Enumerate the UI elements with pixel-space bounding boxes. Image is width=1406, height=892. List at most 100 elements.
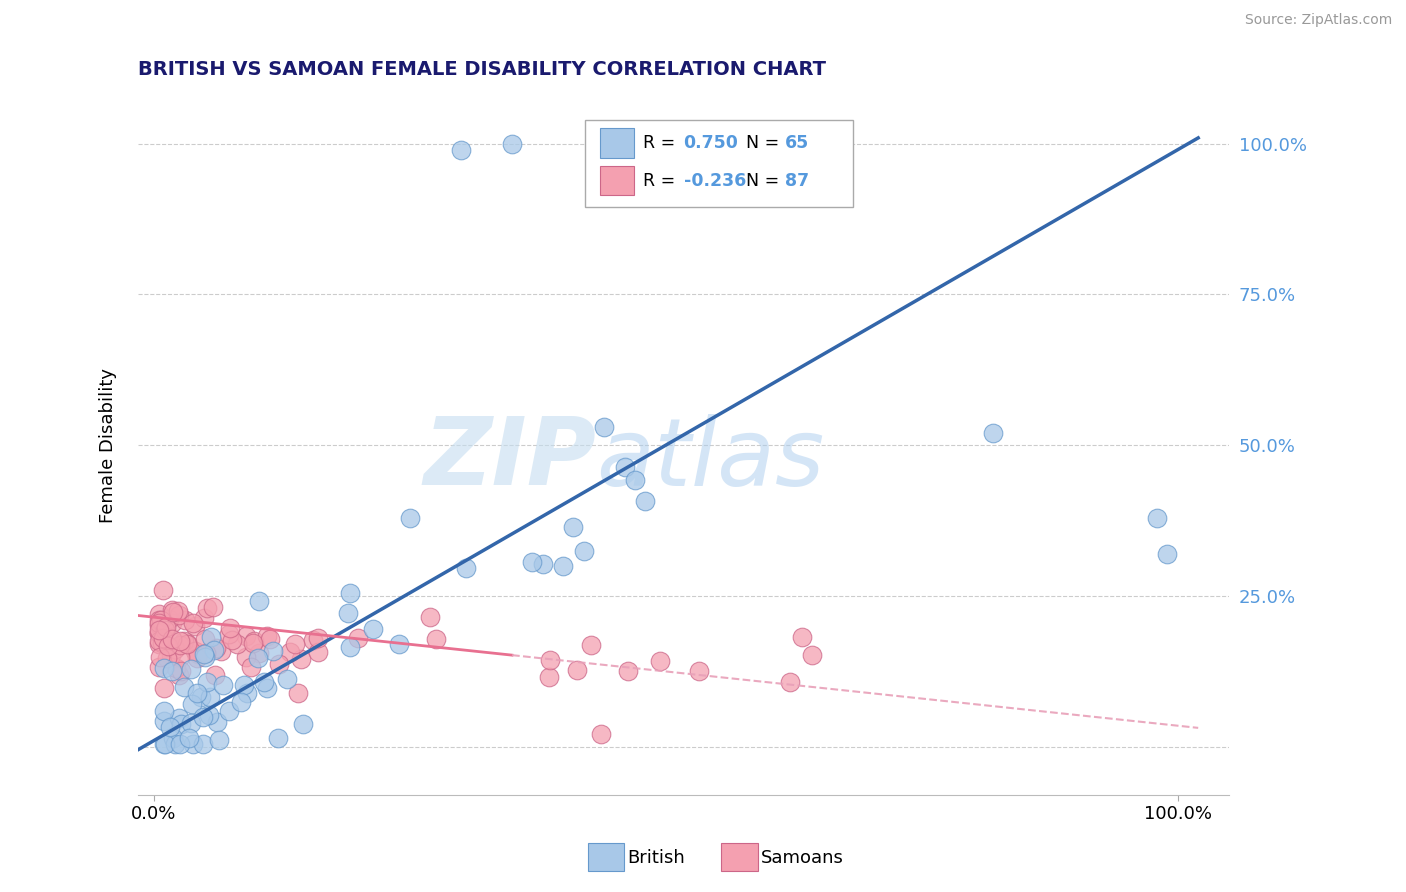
Point — [202, 643, 225, 657]
Point — [157, 612, 180, 626]
Point — [235, 686, 257, 700]
Point — [186, 651, 208, 665]
Point — [233, 678, 256, 692]
Point — [212, 678, 235, 692]
Point — [148, 607, 170, 622]
Point — [191, 737, 214, 751]
Point — [169, 638, 191, 652]
FancyBboxPatch shape — [599, 128, 634, 158]
Point — [235, 650, 257, 665]
Point — [176, 637, 198, 651]
Point — [152, 582, 174, 597]
Point — [152, 661, 174, 675]
Point — [148, 615, 170, 630]
Text: R =: R = — [643, 172, 681, 190]
Text: N =: N = — [745, 134, 785, 152]
Point — [242, 634, 264, 648]
Point — [388, 637, 411, 651]
Point — [152, 631, 174, 645]
Point — [179, 731, 201, 746]
Point — [572, 543, 595, 558]
Point — [163, 642, 186, 657]
Point — [148, 637, 170, 651]
Point — [291, 717, 314, 731]
Point — [688, 664, 710, 678]
Point — [200, 630, 222, 644]
Point — [149, 650, 172, 665]
Point — [152, 714, 174, 728]
Point — [201, 599, 224, 614]
Text: BRITISH VS SAMOAN FEMALE DISABILITY CORRELATION CHART: BRITISH VS SAMOAN FEMALE DISABILITY CORR… — [138, 60, 827, 78]
Point — [983, 426, 1005, 441]
Point — [148, 626, 170, 640]
Point — [339, 640, 361, 655]
Point — [148, 613, 170, 627]
Point — [152, 622, 174, 636]
Point — [419, 610, 441, 624]
Point — [187, 648, 209, 662]
Text: British: British — [627, 849, 685, 867]
Point — [157, 640, 180, 654]
Point — [153, 623, 176, 637]
Point — [180, 716, 202, 731]
Point — [195, 674, 218, 689]
Point — [198, 707, 221, 722]
Text: atlas: atlas — [596, 414, 824, 505]
Point — [153, 681, 176, 696]
Point — [195, 600, 218, 615]
Point — [538, 653, 561, 667]
Point — [181, 616, 204, 631]
Text: 87: 87 — [785, 172, 808, 190]
Point — [256, 681, 278, 695]
Point — [398, 510, 420, 524]
Point — [184, 643, 207, 657]
Point — [193, 647, 215, 661]
Point — [347, 631, 370, 645]
Point — [800, 648, 823, 662]
Text: 0.750: 0.750 — [683, 134, 738, 152]
Point — [169, 737, 191, 751]
Point — [155, 651, 177, 665]
Point — [616, 664, 638, 678]
Point — [266, 731, 288, 745]
Point — [165, 661, 187, 675]
Point — [537, 670, 560, 684]
Point — [180, 662, 202, 676]
Text: Samoans: Samoans — [761, 849, 844, 867]
Point — [287, 686, 309, 700]
Point — [167, 667, 190, 681]
Point — [579, 638, 602, 652]
FancyBboxPatch shape — [585, 120, 852, 207]
Point — [336, 606, 359, 620]
Text: N =: N = — [745, 172, 785, 190]
Point — [247, 593, 270, 607]
Point — [160, 603, 183, 617]
Point — [150, 635, 173, 649]
Point — [177, 637, 200, 651]
Point — [148, 618, 170, 632]
Point — [650, 655, 672, 669]
Point — [190, 690, 212, 705]
Text: R =: R = — [643, 134, 681, 152]
FancyBboxPatch shape — [599, 166, 634, 195]
Point — [191, 710, 214, 724]
Point — [231, 695, 253, 709]
Point — [181, 737, 204, 751]
Point — [162, 664, 184, 678]
Point — [159, 720, 181, 734]
Point — [624, 473, 647, 487]
Point — [170, 664, 193, 678]
Point — [247, 646, 270, 660]
Point — [256, 628, 278, 642]
Point — [307, 631, 329, 645]
Text: ZIP: ZIP — [423, 413, 596, 505]
Point — [160, 632, 183, 647]
Point — [591, 727, 613, 741]
Point — [200, 690, 222, 705]
Point — [152, 705, 174, 719]
Point — [169, 633, 191, 648]
Point — [167, 604, 190, 618]
Text: 65: 65 — [785, 134, 810, 152]
Point — [160, 648, 183, 663]
Point — [169, 649, 191, 664]
